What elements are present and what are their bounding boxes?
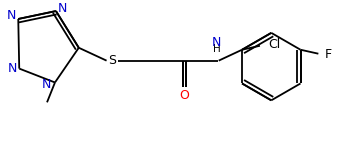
Text: F: F bbox=[324, 48, 332, 61]
Text: N: N bbox=[58, 2, 67, 15]
Text: O: O bbox=[179, 89, 189, 102]
Text: Cl: Cl bbox=[268, 38, 280, 51]
Text: N: N bbox=[212, 36, 221, 49]
Text: N: N bbox=[8, 62, 17, 75]
Text: N: N bbox=[42, 78, 51, 91]
Text: S: S bbox=[108, 54, 116, 67]
Text: N: N bbox=[7, 10, 16, 22]
Text: H: H bbox=[213, 44, 221, 54]
